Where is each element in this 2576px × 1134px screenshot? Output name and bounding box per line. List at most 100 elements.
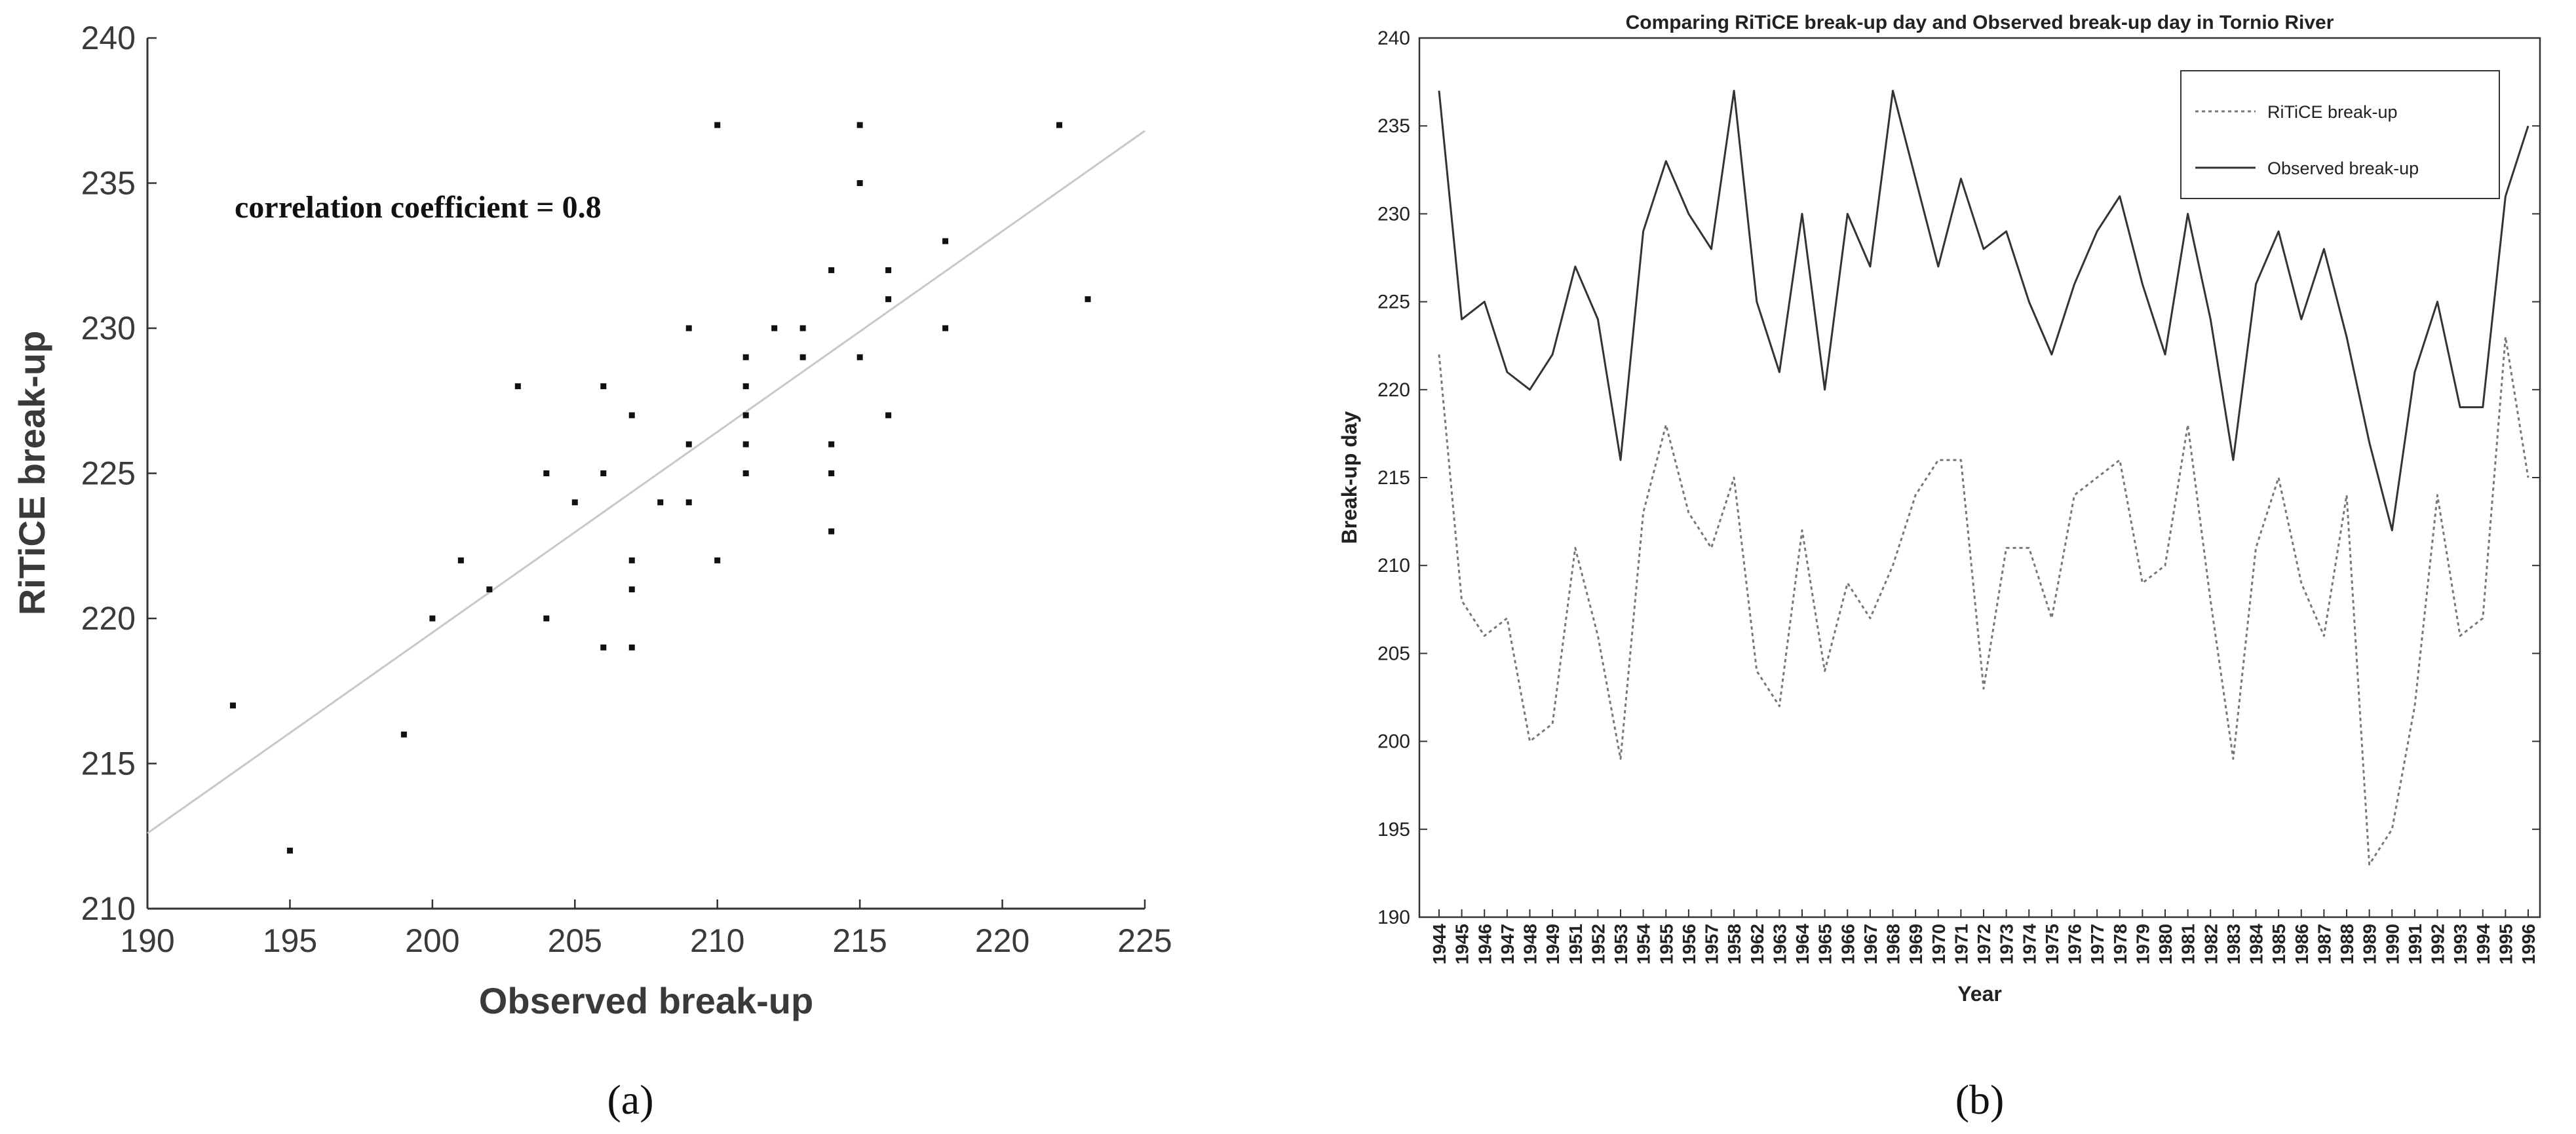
observed-series-line <box>1438 90 2529 531</box>
scatter-point <box>799 325 806 331</box>
scatter-point <box>400 731 407 738</box>
line-y-tick-label: 190 <box>1377 907 1410 928</box>
scatter-point <box>685 441 692 447</box>
scatter-point <box>628 586 635 593</box>
line-y-tick-label: 195 <box>1377 819 1410 841</box>
line-x-tick-label: 1978 <box>2110 924 2130 964</box>
scatter-x-tick-label: 215 <box>832 922 887 959</box>
line-legend: RiTiCE break-up Observed break-up <box>2180 70 2500 199</box>
line-y-tick-label: 210 <box>1377 555 1410 576</box>
line-x-tick-label: 1969 <box>1906 924 1926 964</box>
line-x-tick-label: 1956 <box>1679 924 1699 964</box>
scatter-point <box>742 470 749 476</box>
scatter-point <box>828 528 835 535</box>
line-x-tick-label: 1992 <box>2428 924 2448 964</box>
line-x-tick-label: 1949 <box>1543 924 1563 964</box>
line-y-tick-label: 240 <box>1377 28 1410 49</box>
line-y-tick-label: 230 <box>1377 203 1410 225</box>
line-x-tick-label: 1983 <box>2223 924 2244 964</box>
line-x-tick-label: 1962 <box>1747 924 1767 964</box>
scatter-x-tick-label: 220 <box>975 922 1029 959</box>
scatter-point <box>885 296 892 303</box>
scatter-point <box>600 644 607 651</box>
line-x-tick-label: 1967 <box>1860 924 1881 964</box>
line-x-tick-label: 1972 <box>1974 924 1994 964</box>
line-x-tick-label: 1994 <box>2473 924 2493 965</box>
line-x-tick-label: 1981 <box>2178 924 2199 964</box>
scatter-point <box>1085 296 1091 303</box>
line-y-tick-label: 235 <box>1377 115 1410 137</box>
line-x-tick-label: 1977 <box>2087 924 2107 964</box>
scatter-point <box>429 615 436 622</box>
line-x-tick-label: 1964 <box>1792 924 1813 965</box>
line-y-axis-label: Break-up day <box>1337 411 1361 544</box>
scatter-point <box>229 702 236 709</box>
scatter-y-tick-label: 225 <box>81 455 136 492</box>
line-x-tick-label: 1988 <box>2337 924 2357 964</box>
scatter-panel: 190 195 200 205 210 215 220 225 210 215 220 225 230 2… <box>11 20 1172 1123</box>
ritice-series-line <box>1438 335 2529 865</box>
scatter-point <box>714 557 721 563</box>
line-x-tick-label: 1985 <box>2269 924 2289 964</box>
line-x-tick-label: 1993 <box>2450 924 2470 964</box>
line-x-tick-label: 1979 <box>2132 924 2153 964</box>
scatter-point <box>771 325 778 331</box>
scatter-point <box>828 441 835 447</box>
scatter-point <box>600 470 607 476</box>
line-x-tick-label: 1958 <box>1724 924 1744 964</box>
scatter-ticks: 190 195 200 205 210 215 220 225 210 215 220 225 230 2… <box>81 20 1172 959</box>
line-x-tick-label: 1987 <box>2314 924 2334 964</box>
line-x-tick-label: 1968 <box>1883 924 1904 964</box>
scatter-x-tick-label: 225 <box>1117 922 1172 959</box>
scatter-x-axis-label: Observed break-up <box>479 980 813 1021</box>
line-x-tick-label: 1945 <box>1452 924 1472 964</box>
scatter-point <box>885 267 892 273</box>
scatter-points <box>229 122 1091 854</box>
line-panel: Comparing RiTiCE break-up day and Observ… <box>1337 12 2541 1123</box>
line-x-tick-label: 1990 <box>2382 924 2402 964</box>
scatter-point <box>856 122 863 128</box>
line-x-axis-label: Year <box>1957 982 2002 1006</box>
line-x-tick-label: 1954 <box>1634 924 1654 965</box>
line-x-tick-label: 1953 <box>1611 924 1631 964</box>
scatter-point <box>543 470 550 476</box>
scatter-trendline-group <box>147 130 1145 835</box>
line-x-tick-label: 1948 <box>1520 924 1541 964</box>
scatter-x-tick-label: 205 <box>548 922 602 959</box>
scatter-point <box>628 644 635 651</box>
line-x-tick-label: 1965 <box>1815 924 1836 964</box>
scatter-point <box>742 383 749 390</box>
line-x-tick-label: 1974 <box>2019 924 2039 965</box>
line-x-tick-label: 1984 <box>2246 924 2267 965</box>
legend-box <box>2180 70 2500 199</box>
scatter-point <box>714 122 721 128</box>
scatter-trendline <box>147 130 1145 835</box>
line-x-tick-label: 1976 <box>2065 924 2085 964</box>
scatter-point <box>828 267 835 273</box>
scatter-point <box>799 354 806 360</box>
line-x-tick-label: 1955 <box>1656 924 1676 964</box>
scatter-y-tick-label: 240 <box>81 20 136 56</box>
scatter-point <box>942 325 949 331</box>
line-x-tick-label: 1980 <box>2155 924 2176 964</box>
scatter-point <box>657 499 664 506</box>
scatter-y-axis-label: RiTiCE break-up <box>11 331 52 616</box>
scatter-point <box>742 441 749 447</box>
scatter-point <box>742 412 749 419</box>
legend-ritice-label: RiTiCE break-up <box>2267 102 2398 122</box>
scatter-point <box>600 383 607 390</box>
line-x-tick-label: 1996 <box>2518 924 2539 964</box>
line-x-tick-label: 1991 <box>2405 924 2425 964</box>
scatter-point <box>286 847 293 854</box>
scatter-point <box>885 412 892 419</box>
panel-b-label: (b) <box>1955 1076 2005 1123</box>
line-x-tick-label: 1982 <box>2201 924 2221 964</box>
scatter-point <box>486 586 493 593</box>
line-x-tick-label: 1995 <box>2495 924 2516 964</box>
scatter-point <box>457 557 464 563</box>
line-x-tick-label: 1957 <box>1702 924 1722 964</box>
scatter-point <box>628 412 635 419</box>
line-y-tick-label: 200 <box>1377 731 1410 753</box>
